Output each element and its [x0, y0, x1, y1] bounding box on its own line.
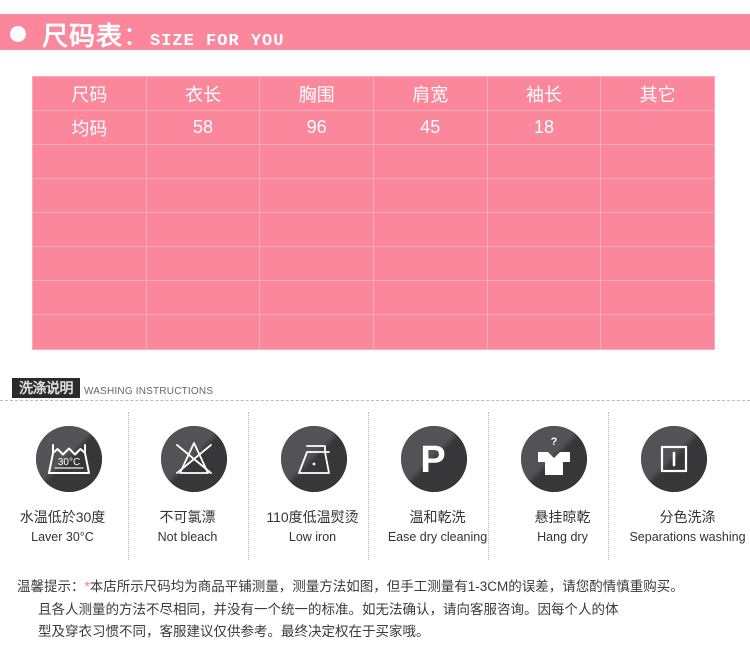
svg-text:?: ?: [551, 436, 558, 448]
svg-text:P: P: [420, 439, 445, 481]
svg-text:30°C: 30°C: [58, 457, 80, 468]
